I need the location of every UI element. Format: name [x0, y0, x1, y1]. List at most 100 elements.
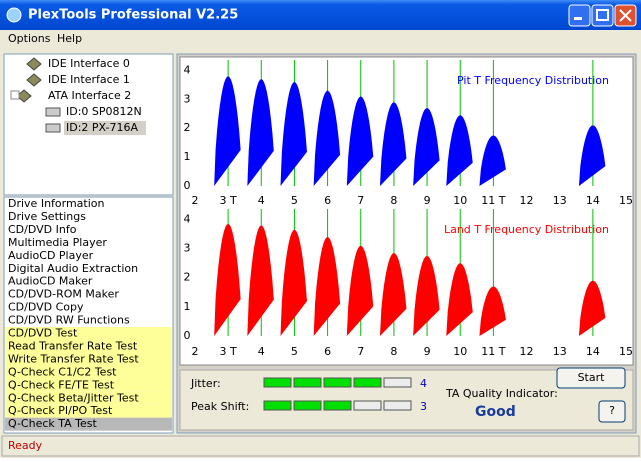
meter-segment	[383, 400, 412, 411]
x-tick-label: 2	[191, 345, 198, 358]
distribution-peak	[379, 102, 407, 187]
minimize-button[interactable]	[568, 4, 591, 27]
distribution-peak	[313, 90, 341, 187]
x-tick-label: 8	[390, 345, 397, 358]
x-tick-label: 13	[553, 345, 567, 358]
list-highlight	[5, 339, 172, 353]
tree-item[interactable]: ATA Interface 2	[48, 89, 131, 102]
help-button-label: ?	[609, 404, 615, 417]
function-item[interactable]: Q-Check Beta/Jitter Test	[8, 391, 139, 404]
function-item[interactable]: Q-Check TA Test	[8, 417, 98, 430]
minimize-icon	[574, 17, 582, 20]
x-tick-label: 4	[258, 194, 265, 207]
function-item[interactable]: CD/DVD Copy	[8, 301, 84, 314]
meter-segment	[323, 400, 352, 411]
function-item[interactable]: Drive Information	[8, 197, 105, 210]
menu-item[interactable]: Help	[57, 32, 82, 45]
distribution-peak	[479, 135, 506, 187]
function-item[interactable]: CD/DVD RW Functions	[8, 314, 130, 327]
meter-segment	[293, 400, 322, 411]
start-button-label: Start	[578, 371, 606, 384]
function-item[interactable]: Write Transfer Rate Test	[8, 352, 139, 365]
x-tick-label: 5	[291, 194, 298, 207]
x-tick-label: 15	[619, 345, 633, 358]
meter-segment	[263, 400, 292, 411]
y-tick-label: 4	[184, 63, 191, 76]
ta-quality-label: TA Quality Indicator:	[445, 387, 558, 400]
maximize-button[interactable]	[591, 4, 614, 27]
distribution-peak	[247, 225, 274, 337]
distribution-peak	[346, 96, 374, 187]
y-tick-label: 4	[184, 212, 191, 225]
distribution-peak	[446, 115, 473, 187]
drive-icon	[45, 107, 61, 117]
function-item[interactable]: Q-Check C1/C2 Test	[8, 365, 117, 378]
y-tick-label: 3	[184, 92, 191, 105]
x-tick-label: 10	[453, 345, 467, 358]
function-item[interactable]: Q-Check FE/TE Test	[8, 378, 115, 391]
list-highlight	[5, 352, 172, 366]
x-tick-label: 6	[324, 194, 331, 207]
distribution-peak	[280, 81, 307, 187]
tree-item[interactable]: IDE Interface 1	[48, 73, 130, 86]
tree-item[interactable]: IDE Interface 0	[48, 57, 130, 70]
x-tick-label: 14	[586, 194, 600, 207]
y-tick-label: 2	[184, 121, 191, 134]
jitter-label: Jitter:	[190, 377, 221, 390]
function-item[interactable]: AudioCD Player	[8, 249, 94, 262]
x-tick-label: 6	[324, 345, 331, 358]
y-tick-label: 3	[184, 242, 191, 255]
distribution-peak	[578, 125, 606, 187]
function-item[interactable]: CD/DVD Test	[8, 327, 78, 340]
function-item[interactable]: CD/DVD Info	[8, 223, 77, 236]
tree-item[interactable]: ID:2 PX-716A	[66, 121, 139, 134]
plot-background	[179, 56, 634, 366]
x-tick-label: 15	[619, 194, 633, 207]
x-tick-label: 14	[586, 345, 600, 358]
function-item[interactable]: Drive Settings	[8, 210, 86, 223]
y-tick-label: 0	[184, 329, 191, 342]
x-tick-label: 8	[390, 194, 397, 207]
tree-selection	[64, 121, 146, 135]
list-highlight	[5, 378, 172, 392]
x-tick-label: 11 T	[481, 194, 505, 207]
tree-item[interactable]: ID:0 SP0812N	[66, 105, 142, 118]
distribution-peak	[214, 223, 241, 337]
function-item[interactable]: Read Transfer Rate Test	[8, 339, 138, 352]
distribution-peak	[214, 76, 241, 187]
status-bar	[1, 435, 640, 457]
x-tick-label: 5	[291, 345, 298, 358]
distribution-peak	[413, 255, 440, 337]
peak-shift-value: 3	[420, 400, 427, 413]
function-item[interactable]: Digital Audio Extraction	[8, 262, 138, 275]
function-item[interactable]: Q-Check PI/PO Test	[8, 404, 113, 417]
x-tick-label: 2	[191, 194, 198, 207]
help-button[interactable]	[598, 400, 626, 423]
interface-icon	[26, 73, 42, 87]
jitter-value: 4	[420, 377, 427, 390]
interface-icon	[26, 57, 42, 71]
x-tick-label: 11 T	[481, 345, 505, 358]
y-tick-label: 1	[184, 300, 191, 313]
x-tick-label: 13	[553, 194, 567, 207]
meter-segment	[353, 377, 382, 388]
function-item[interactable]: AudioCD Maker	[8, 275, 93, 288]
list-highlight	[5, 391, 172, 405]
start-button[interactable]	[556, 367, 626, 389]
chart-title: Pit T Frequency Distribution	[457, 74, 609, 87]
meter-segment	[293, 377, 322, 388]
ta-quality-value: Good	[475, 404, 516, 420]
function-item[interactable]: Multimedia Player	[8, 236, 107, 249]
y-tick-label: 1	[184, 150, 191, 163]
chart-title: Land T Frequency Distribution	[444, 223, 609, 236]
function-item[interactable]: CD/DVD-ROM Maker	[8, 288, 119, 301]
x-tick-label: 12	[520, 194, 534, 207]
menu-item[interactable]: Options	[8, 32, 51, 45]
distribution-peak	[313, 236, 341, 337]
distribution-peak	[379, 252, 407, 337]
meter-segment	[323, 377, 352, 388]
distribution-peak	[446, 263, 473, 337]
x-tick-label: 9	[424, 194, 431, 207]
